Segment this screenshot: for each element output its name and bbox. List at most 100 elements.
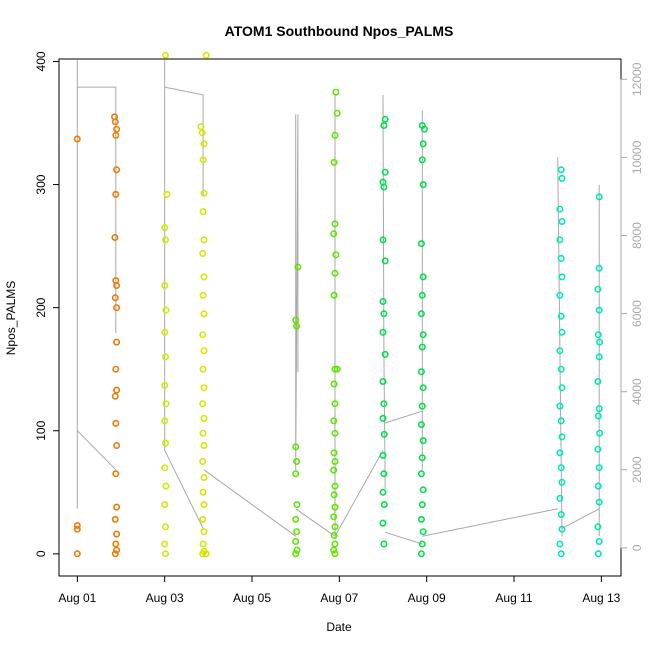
data-point: [199, 331, 207, 339]
data-point: [330, 531, 338, 539]
data-point: [331, 523, 339, 531]
data-points: [73, 51, 604, 558]
data-point: [330, 546, 338, 554]
data-point: [556, 494, 564, 502]
data-point: [379, 297, 387, 305]
data-point: [558, 525, 566, 533]
data-point: [330, 449, 338, 457]
data-point: [161, 281, 169, 289]
data-point: [417, 550, 425, 558]
data-point: [73, 135, 81, 143]
data-point: [331, 540, 339, 548]
data-point: [557, 312, 565, 320]
data-point: [200, 310, 208, 318]
data-point: [595, 537, 603, 545]
data-point: [200, 347, 208, 355]
data-point: [292, 537, 300, 545]
y2-line-segment: [422, 508, 558, 537]
data-point: [162, 523, 170, 531]
data-point: [112, 419, 120, 427]
y2-line-segment: [334, 450, 384, 537]
data-point: [292, 470, 300, 478]
data-point: [331, 457, 339, 465]
data-point: [331, 269, 339, 277]
data-point: [200, 384, 208, 392]
data-point: [418, 540, 426, 548]
data-point: [419, 273, 427, 281]
data-point: [330, 230, 338, 238]
data-point: [380, 183, 388, 191]
data-point: [112, 540, 120, 548]
y2-tick-label: 4000: [630, 378, 644, 405]
data-point: [163, 190, 171, 198]
chart-title: ATOM1 Southbound Npos_PALMS: [225, 23, 454, 39]
data-point: [556, 205, 564, 213]
data-point: [162, 482, 170, 490]
data-point: [558, 218, 566, 226]
data-point: [113, 386, 121, 394]
data-point: [417, 421, 425, 429]
data-point: [380, 430, 388, 438]
y2-tick-label: 12000: [630, 62, 644, 96]
data-point: [112, 190, 120, 198]
data-point: [293, 501, 301, 509]
data-point: [379, 236, 387, 244]
data-point: [380, 540, 388, 548]
data-point: [200, 236, 208, 244]
y2-line-segment: [203, 469, 296, 537]
data-point: [595, 405, 603, 413]
x-tick-label: Aug 09: [408, 591, 446, 605]
y2-line-segment: [557, 157, 563, 537]
y-tick-label: 400: [34, 51, 48, 71]
data-point: [596, 338, 604, 346]
data-point: [380, 501, 388, 509]
data-point: [161, 328, 169, 336]
data-point: [417, 368, 425, 376]
data-point: [112, 470, 120, 478]
x-axis: Aug 01 Aug 03 Aug 05 Aug 07 Aug 09 Aug 11 Aug …: [58, 576, 621, 605]
data-point: [594, 482, 602, 490]
data-point: [381, 115, 389, 123]
data-point: [162, 550, 170, 558]
data-point: [202, 51, 210, 59]
data-point: [73, 550, 81, 558]
data-point: [113, 281, 121, 289]
data-point: [162, 236, 170, 244]
data-point: [379, 451, 387, 459]
data-point: [380, 400, 388, 408]
data-point: [199, 291, 207, 299]
data-point: [161, 464, 169, 472]
data-point: [595, 464, 603, 472]
data-point: [418, 291, 426, 299]
data-point: [595, 353, 603, 361]
data-point: [293, 322, 301, 330]
data-point: [200, 501, 208, 509]
data-point: [331, 482, 339, 490]
data-point: [332, 88, 340, 96]
data-point: [202, 550, 210, 558]
data-point: [594, 523, 602, 531]
data-point: [379, 328, 387, 336]
data-point: [199, 400, 207, 408]
data-point: [594, 445, 602, 453]
data-point: [161, 540, 169, 548]
data-point: [594, 550, 602, 558]
data-point: [199, 457, 207, 465]
data-point: [113, 503, 121, 511]
data-point: [330, 513, 338, 521]
data-point: [111, 550, 119, 558]
x-tick-label: Aug 07: [320, 591, 358, 605]
data-point: [73, 525, 81, 533]
data-point: [162, 306, 170, 314]
data-point: [419, 331, 427, 339]
data-point: [111, 294, 119, 302]
data-point: [419, 140, 427, 148]
data-point: [558, 273, 566, 281]
data-point: [330, 466, 338, 474]
y-tick-label: 100: [34, 420, 48, 440]
x-tick-label: Aug 05: [233, 591, 271, 605]
data-point: [293, 457, 301, 465]
y2-line-segment: [295, 114, 299, 470]
data-point: [379, 519, 387, 527]
